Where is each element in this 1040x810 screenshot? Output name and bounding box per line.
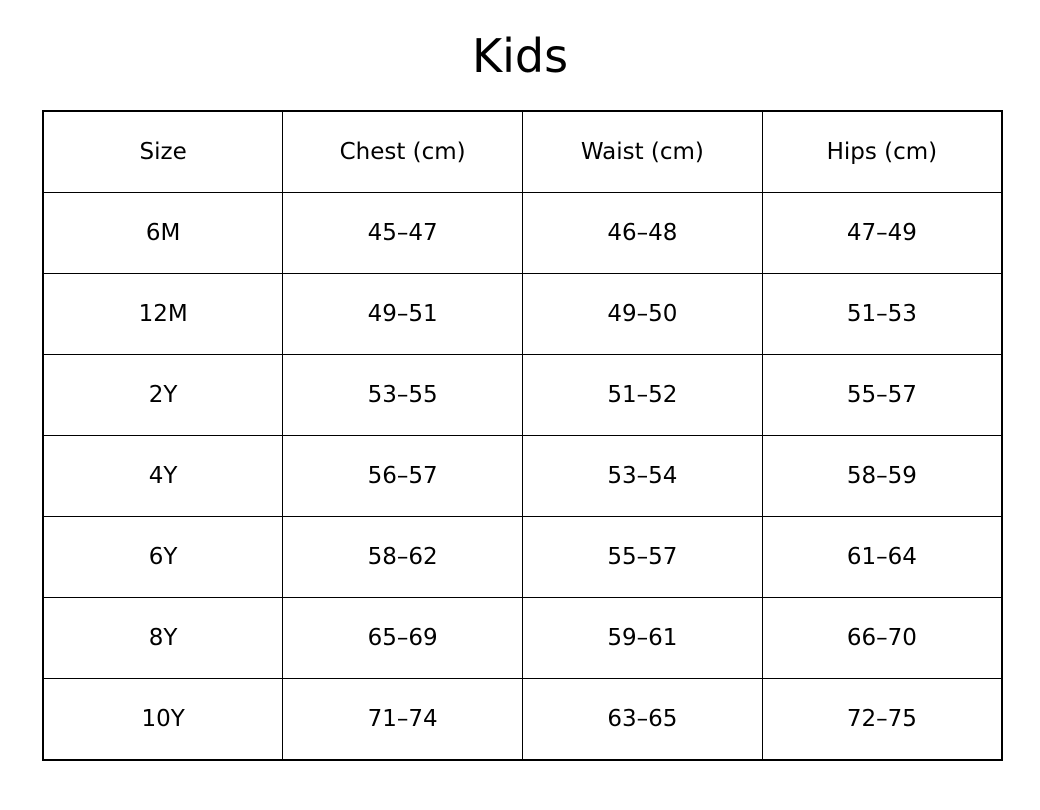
header-cell-chest: Chest (cm) — [282, 110, 523, 193]
chest-cell: 71–74 — [282, 678, 523, 761]
hips-cell: 47–49 — [761, 192, 1003, 274]
size-cell: 12M — [42, 273, 284, 355]
table-row: 6Y 58–62 55–57 61–64 — [42, 516, 1003, 598]
table-row: 4Y 56–57 53–54 58–59 — [42, 435, 1003, 517]
table-header-row: Size Chest (cm) Waist (cm) Hips (cm) — [42, 110, 1003, 193]
size-cell: 6M — [42, 192, 284, 274]
size-table: Size Chest (cm) Waist (cm) Hips (cm) 6M … — [42, 110, 1003, 761]
waist-cell: 51–52 — [522, 354, 763, 436]
table-row: 10Y 71–74 63–65 72–75 — [42, 678, 1003, 761]
table-row: 6M 45–47 46–48 47–49 — [42, 192, 1003, 274]
chest-cell: 53–55 — [282, 354, 523, 436]
waist-cell: 46–48 — [522, 192, 763, 274]
waist-cell: 49–50 — [522, 273, 763, 355]
size-cell: 10Y — [42, 678, 284, 761]
table-row: 12M 49–51 49–50 51–53 — [42, 273, 1003, 355]
chest-cell: 58–62 — [282, 516, 523, 598]
header-cell-size: Size — [42, 110, 284, 193]
hips-cell: 58–59 — [761, 435, 1003, 517]
header-cell-waist: Waist (cm) — [522, 110, 763, 193]
hips-cell: 72–75 — [761, 678, 1003, 761]
chest-cell: 65–69 — [282, 597, 523, 679]
chest-cell: 45–47 — [282, 192, 523, 274]
waist-cell: 53–54 — [522, 435, 763, 517]
hips-cell: 51–53 — [761, 273, 1003, 355]
hips-cell: 55–57 — [761, 354, 1003, 436]
header-cell-hips: Hips (cm) — [761, 110, 1003, 193]
hips-cell: 66–70 — [761, 597, 1003, 679]
hips-cell: 61–64 — [761, 516, 1003, 598]
size-cell: 8Y — [42, 597, 284, 679]
page-title: Kids — [471, 29, 569, 83]
size-cell: 2Y — [42, 354, 284, 436]
size-cell: 6Y — [42, 516, 284, 598]
table-row: 8Y 65–69 59–61 66–70 — [42, 597, 1003, 679]
table-row: 2Y 53–55 51–52 55–57 — [42, 354, 1003, 436]
chest-cell: 56–57 — [282, 435, 523, 517]
chest-cell: 49–51 — [282, 273, 523, 355]
waist-cell: 63–65 — [522, 678, 763, 761]
waist-cell: 55–57 — [522, 516, 763, 598]
waist-cell: 59–61 — [522, 597, 763, 679]
size-cell: 4Y — [42, 435, 284, 517]
